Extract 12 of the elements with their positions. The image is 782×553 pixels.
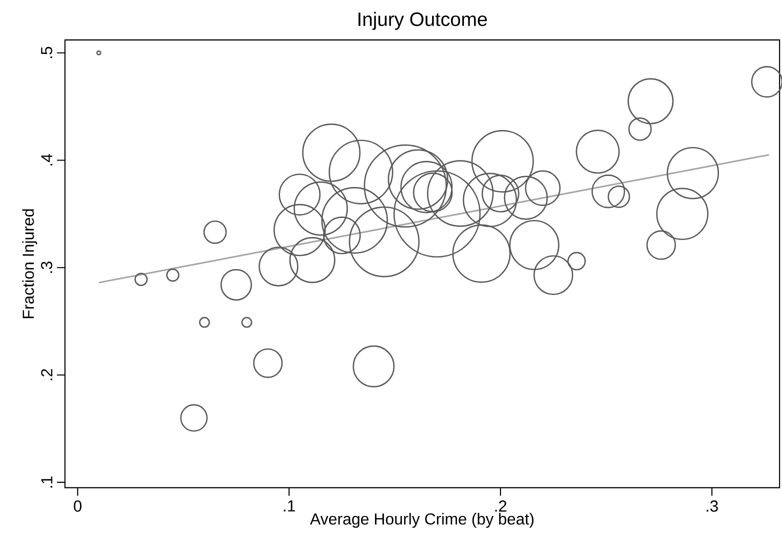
chart-title: Injury Outcome [358,12,487,30]
y-axis-title: Fraction Injured [22,210,38,318]
y-tick-label: .4 [41,154,52,166]
x-tick-label: .1 [284,500,295,512]
x-axis-title: Average Hourly Crime (by beat) [310,513,534,528]
x-tick-label: .3 [706,500,718,512]
y-tick-label: .5 [41,47,52,58]
x-tick-label: .2 [495,500,506,512]
y-tick-label: .1 [41,476,52,488]
y-tick-label: .2 [41,369,52,380]
y-tick-label: .3 [40,262,52,273]
x-tick-label: 0 [74,500,82,512]
